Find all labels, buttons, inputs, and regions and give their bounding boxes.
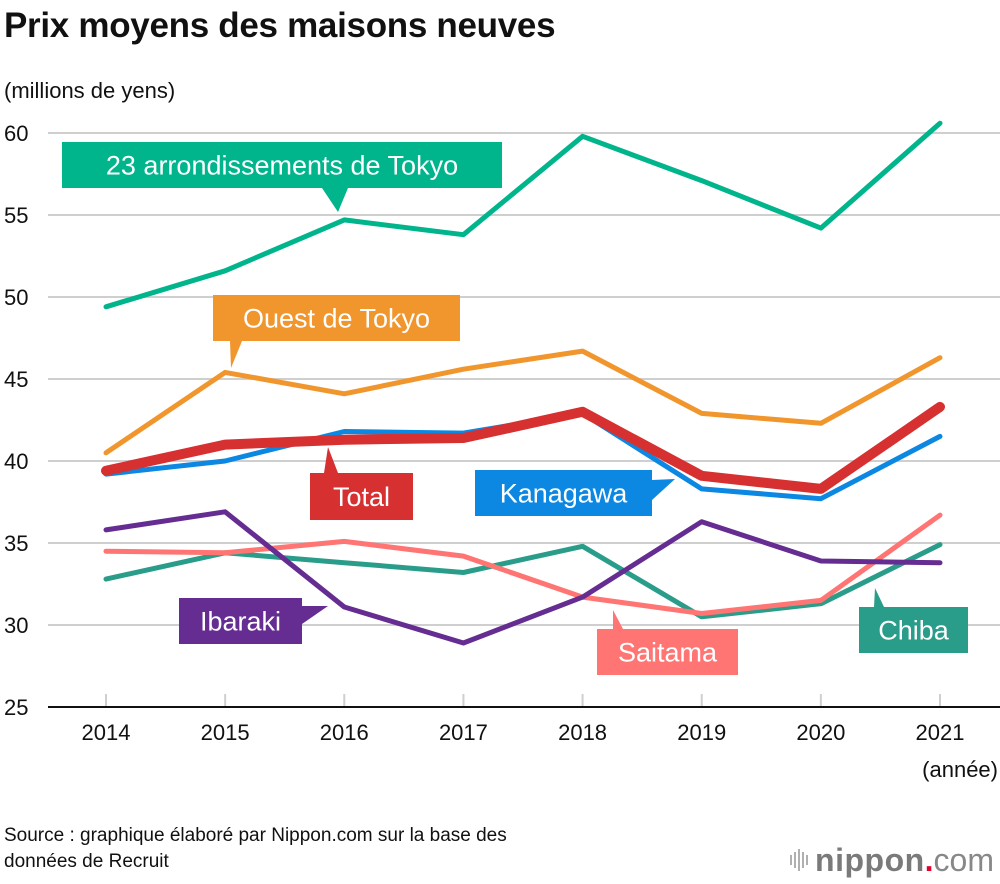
callout-box xyxy=(62,142,502,188)
logo-suffix: com xyxy=(933,841,994,878)
x-axis: 2014 2015 2016 2017 2018 2019 2020 2021 (année) xyxy=(48,694,1000,782)
callout-box xyxy=(475,470,652,516)
y-tick-label: 60 xyxy=(4,121,28,146)
chart-title: Prix moyens des maisons neuves xyxy=(4,6,556,45)
callout-chiba: Chiba xyxy=(859,588,968,653)
y-tick-label: 30 xyxy=(4,613,28,638)
x-axis-label: (année) xyxy=(922,757,998,782)
callout-ibaraki: Ibaraki xyxy=(179,598,328,644)
callout-pointer xyxy=(230,341,242,368)
y-tick-label: 35 xyxy=(4,531,28,556)
series-line-ouest-de-tokyo xyxy=(103,348,943,456)
callout-pointer xyxy=(874,588,884,607)
legend-label: Ibaraki xyxy=(200,607,281,637)
y-axis-ticks: 25 30 35 40 45 50 55 60 xyxy=(4,121,28,720)
source-line-2: données de Recruit xyxy=(4,851,169,872)
callout-pointer xyxy=(613,610,623,629)
x-tick-label: 2020 xyxy=(796,720,845,745)
logo-name: nippon xyxy=(815,841,925,878)
x-tick-label: 2014 xyxy=(82,720,131,745)
callout-ouest-de-tokyo: Ouest de Tokyo xyxy=(213,295,460,368)
logo-dot: . xyxy=(924,841,934,878)
callout-pointer xyxy=(324,447,338,473)
legend-label: Total xyxy=(333,482,390,512)
series-callouts: 23 arrondissements de Tokyo Ouest de Toky… xyxy=(62,142,968,675)
y-tick-label: 25 xyxy=(4,695,28,720)
x-tick-label: 2016 xyxy=(320,720,369,745)
callout-box xyxy=(859,607,968,653)
y-axis-unit-label: (millions de yens) xyxy=(4,78,176,103)
nippon-logo: nippon. com xyxy=(790,841,994,878)
callout-box xyxy=(310,473,413,520)
legend-label: Kanagawa xyxy=(500,479,629,509)
callout-kanagawa: Kanagawa xyxy=(475,470,675,516)
legend-label: 23 arrondissements de Tokyo xyxy=(106,151,458,181)
callout-box xyxy=(597,629,738,675)
series-line-total xyxy=(101,401,945,494)
y-tick-label: 40 xyxy=(4,449,28,474)
y-tick-label: 55 xyxy=(4,203,28,228)
source-note: Source : graphique élaboré par Nippon.co… xyxy=(4,823,704,875)
y-tick-label: 45 xyxy=(4,367,28,392)
callout-saitama: Saitama xyxy=(597,610,738,675)
legend-label: Ouest de Tokyo xyxy=(243,304,430,334)
series-line-ibaraki xyxy=(103,509,943,646)
source-line-1: Source : graphique élaboré par Nippon.co… xyxy=(4,825,507,846)
series-lines xyxy=(101,120,945,646)
y-tick-label: 50 xyxy=(4,285,28,310)
callout-pointer xyxy=(652,479,675,500)
callout-total: Total xyxy=(310,447,413,520)
sound-bars-icon xyxy=(790,849,809,871)
series-line-saitama xyxy=(103,512,943,616)
x-tick-label: 2017 xyxy=(439,720,488,745)
series-line-23-arrondissements-de-tokyo xyxy=(103,120,943,310)
x-tick-label: 2015 xyxy=(201,720,250,745)
series-line-chiba xyxy=(103,542,943,620)
legend-label: Saitama xyxy=(618,638,718,668)
callout-box xyxy=(179,598,302,644)
x-tick-label: 2018 xyxy=(558,720,607,745)
x-tick-label: 2019 xyxy=(677,720,726,745)
legend-label: Chiba xyxy=(878,616,950,646)
callout-box xyxy=(213,295,460,341)
x-tick-label: 2021 xyxy=(916,720,965,745)
callout-23-arrondissements-de-tokyo: 23 arrondissements de Tokyo xyxy=(62,142,502,212)
callout-pointer xyxy=(322,188,348,212)
callout-pointer xyxy=(302,606,328,624)
